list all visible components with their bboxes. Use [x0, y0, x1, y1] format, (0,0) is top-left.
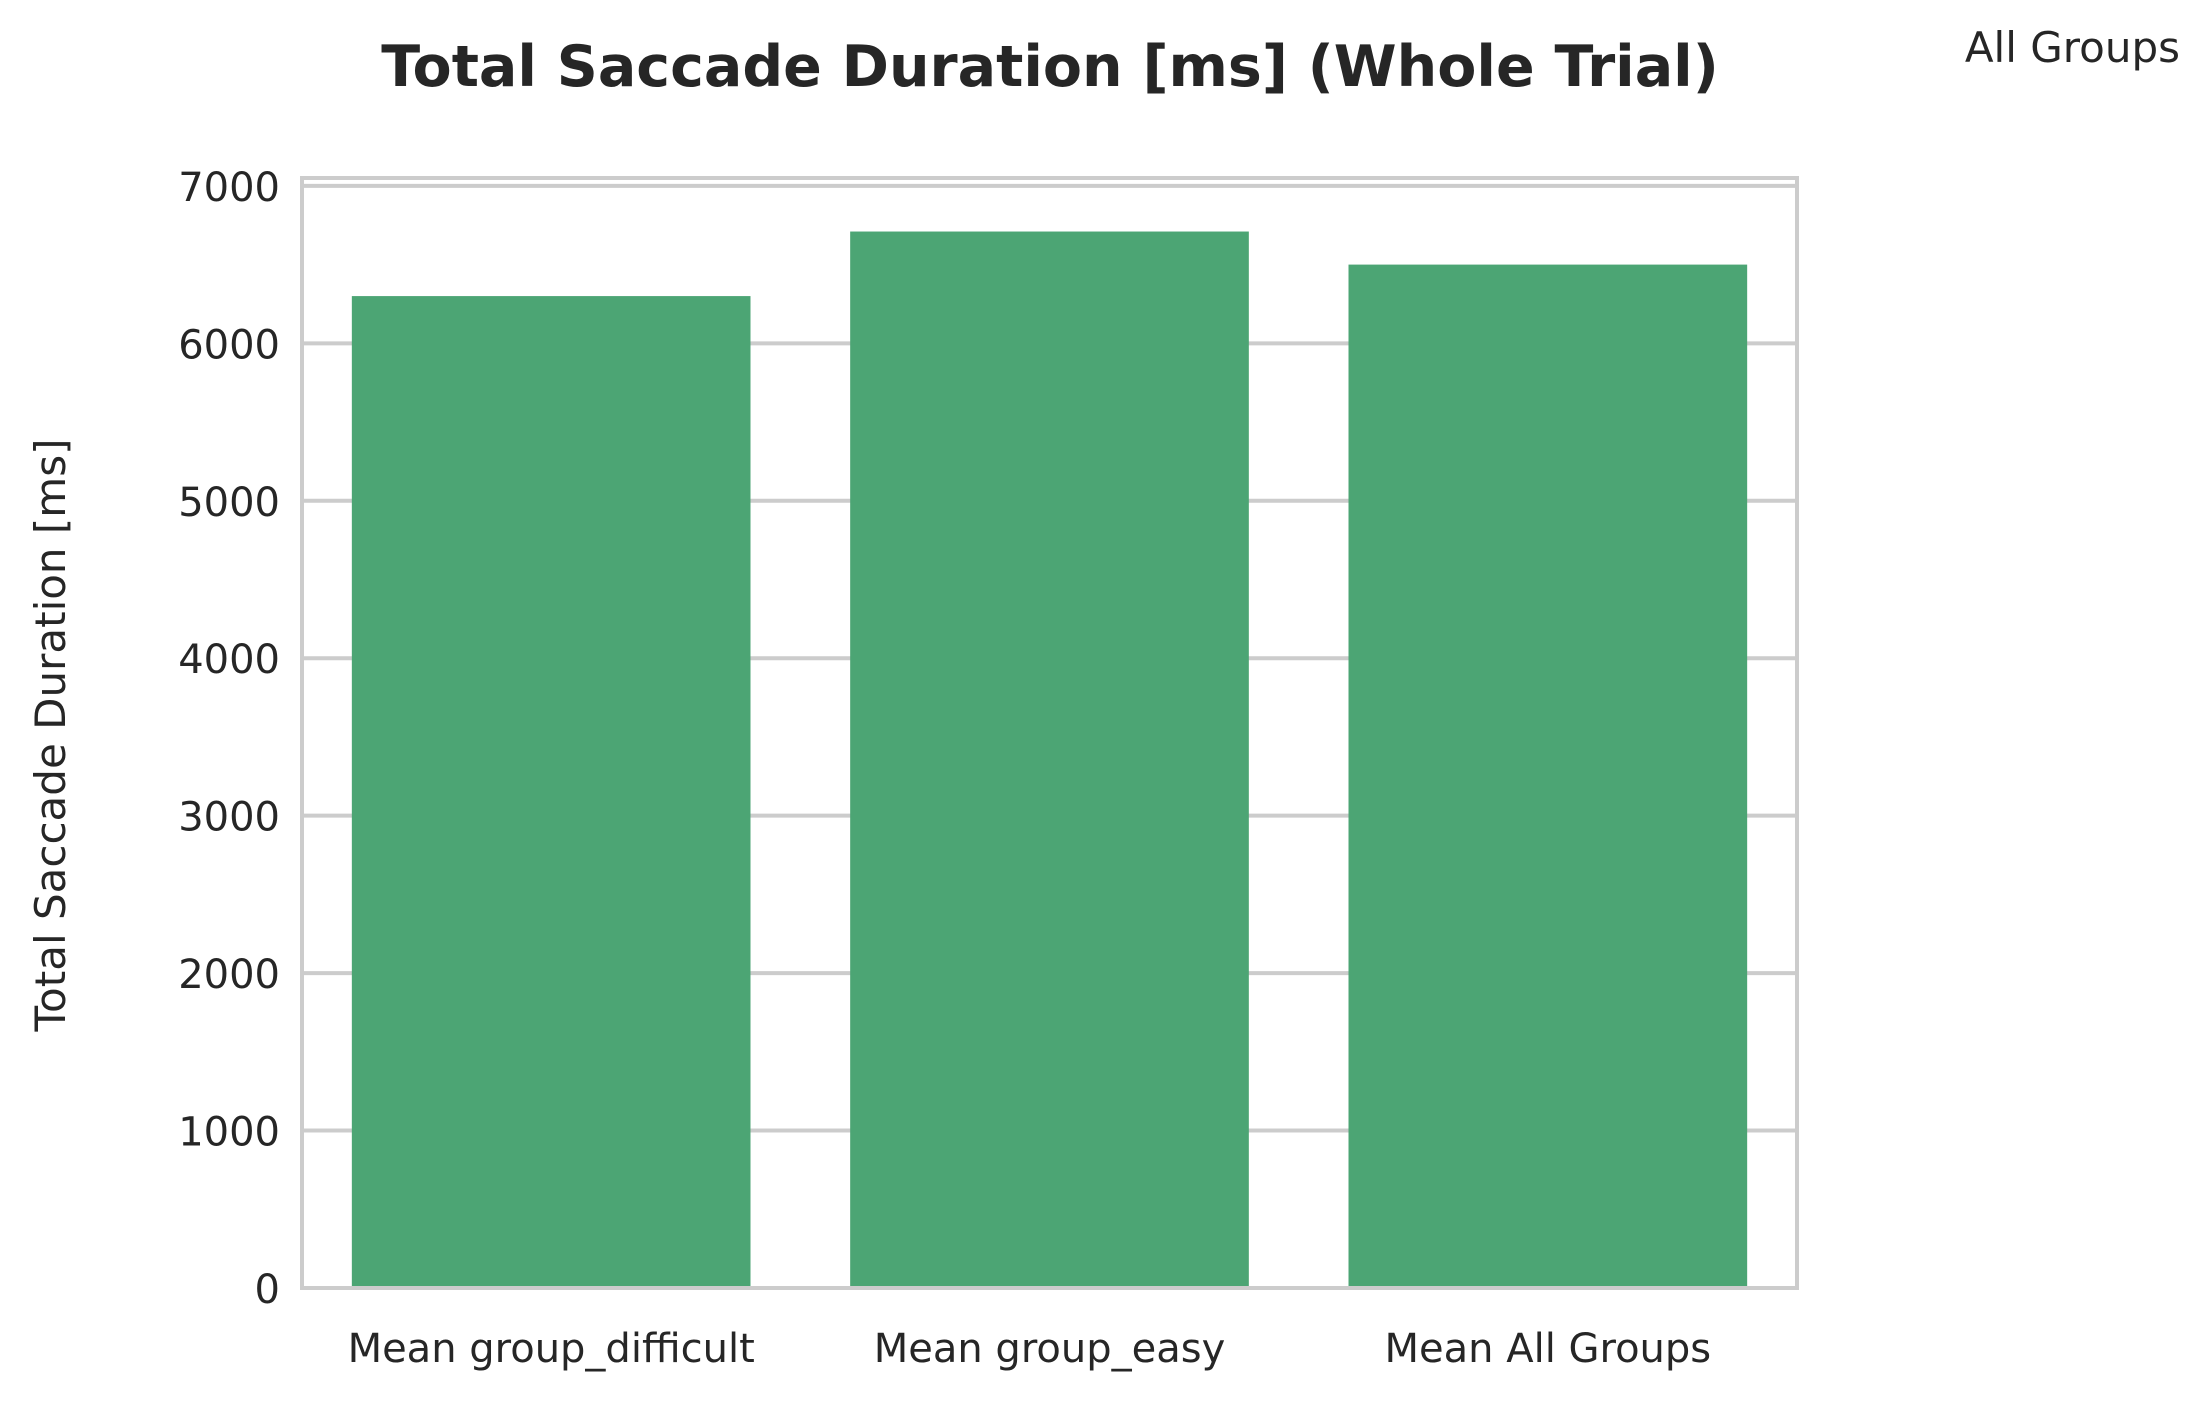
x-tick-label: Mean group_easy	[874, 1326, 1226, 1372]
bar-layer	[351, 231, 1748, 1289]
plot-frame	[300, 176, 1799, 1290]
y-axis-label: Total Saccade Duration [ms]	[26, 439, 75, 1033]
bar-1	[850, 231, 1249, 1288]
x-tick-labels: Mean group_difficult Mean group_easy Mean …	[348, 1326, 1712, 1372]
bar-0	[351, 296, 751, 1289]
y-tick-labels: 0 1000 2000 3000 4000 5000 6000 7000	[178, 165, 280, 1313]
x-tick-label: Mean group_difficult	[348, 1326, 755, 1372]
y-tick-label: 2000	[178, 952, 280, 998]
y-tick-label: 7000	[178, 165, 280, 211]
y-tick-label: 4000	[178, 637, 280, 683]
chart-title: Total Saccade Duration [ms] (Whole Trial…	[381, 34, 1719, 100]
bar-2	[1348, 264, 1748, 1289]
y-tick-label: 6000	[178, 322, 280, 368]
y-tick-label: 1000	[178, 1110, 280, 1156]
legend-label: All Groups	[1965, 23, 2180, 72]
y-tick-label: 0	[255, 1267, 280, 1313]
y-tick-label: 3000	[178, 795, 280, 841]
y-tick-label: 5000	[178, 480, 280, 526]
x-tick-label: Mean All Groups	[1385, 1326, 1712, 1372]
